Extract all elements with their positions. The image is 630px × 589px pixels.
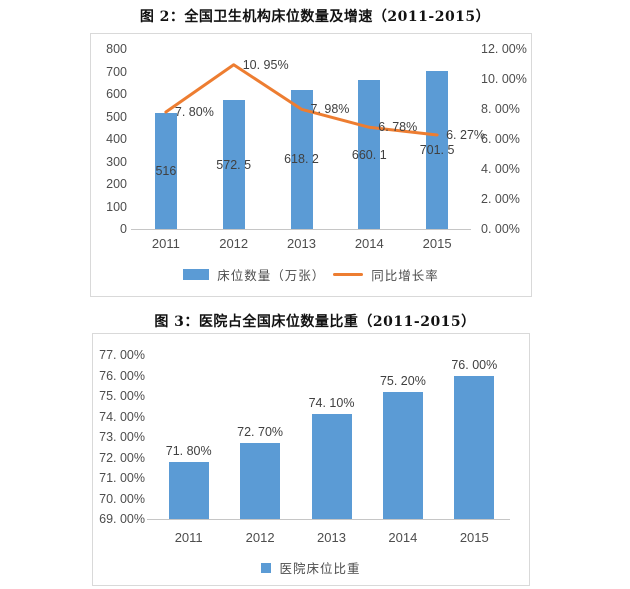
bar-value-label: 72. 70% bbox=[237, 425, 284, 440]
legend-label: 医院床位比重 bbox=[279, 561, 361, 576]
bar-2015 bbox=[426, 71, 449, 229]
x-axis-label-2011: 2011 bbox=[174, 530, 203, 545]
bar-value-label: 572. 5 bbox=[216, 157, 252, 172]
y-axis-tick-right: 2. 00% bbox=[481, 192, 520, 206]
y-axis-tick-right: 6. 00% bbox=[481, 132, 520, 146]
y-axis-tick-left: 0 bbox=[120, 222, 127, 236]
y-axis-tick-left: 71. 00% bbox=[99, 471, 145, 485]
bar-value-label: 76. 00% bbox=[451, 357, 498, 372]
bar-2011 bbox=[154, 112, 177, 229]
x-axis-label-2014: 2014 bbox=[354, 236, 384, 251]
bar-2014 bbox=[358, 80, 381, 229]
line-value-label: 7. 80% bbox=[174, 105, 214, 119]
legend-bar-swatch-icon bbox=[183, 269, 210, 280]
y-axis-tick-right: 4. 00% bbox=[481, 162, 520, 176]
x-axis-label-2014: 2014 bbox=[388, 530, 418, 545]
y-axis-tick-left: 400 bbox=[106, 132, 127, 146]
figure3-title: 图 3：医院占全国床位数量比重（2011-2015） bbox=[154, 314, 476, 330]
line-value-label: 10. 95% bbox=[242, 57, 289, 72]
y-axis-tick-left: 73. 00% bbox=[99, 430, 145, 444]
line-value-label: 7. 98% bbox=[310, 102, 350, 117]
bar-value-label: 618. 2 bbox=[284, 152, 319, 167]
line-value-label: 6. 78% bbox=[378, 120, 418, 135]
y-axis-tick-right: 8. 00% bbox=[481, 102, 520, 116]
y-axis-tick-left: 69. 00% bbox=[99, 512, 145, 526]
bar-value-label: 74. 10% bbox=[308, 396, 355, 411]
chart-legend: 医院床位比重 bbox=[93, 558, 529, 577]
figure2-title: 图 2：全国卫生机构床位数量及增速（2011-2015） bbox=[139, 9, 491, 25]
bar-value-label: 516 bbox=[155, 163, 177, 178]
bar-value-label: 75. 20% bbox=[379, 373, 426, 388]
y-axis-tick-right: 0. 00% bbox=[481, 222, 520, 236]
x-axis-line bbox=[131, 229, 471, 230]
bar-2013 bbox=[311, 414, 352, 519]
x-axis-label-2015: 2015 bbox=[459, 530, 489, 545]
y-axis-tick-left: 200 bbox=[106, 177, 127, 191]
bar-2014 bbox=[382, 391, 423, 519]
x-axis-label-2012: 2012 bbox=[219, 236, 249, 251]
y-axis-tick-left: 800 bbox=[106, 42, 127, 56]
bar-2013 bbox=[290, 89, 313, 229]
y-axis-tick-left: 500 bbox=[106, 109, 127, 124]
bar-2012 bbox=[240, 443, 281, 519]
bar-2011 bbox=[168, 461, 209, 519]
y-axis-tick-left: 300 bbox=[106, 154, 127, 169]
figure3-chart-area: 77. 00% 76. 00% 75. 00% 74. 00% 73. 00% 72. 0… bbox=[92, 333, 530, 586]
y-axis-tick-left: 76. 00% bbox=[99, 368, 145, 383]
y-axis-tick-left: 72. 00% bbox=[99, 450, 145, 465]
x-axis-line bbox=[147, 519, 510, 520]
x-axis-label-2013: 2013 bbox=[317, 530, 346, 545]
x-axis-label-2013: 2013 bbox=[287, 236, 316, 251]
y-axis-tick-left: 74. 00% bbox=[99, 409, 145, 424]
figure2-chart-area: 800 700 600 500 400 300 200 100 0 12. 00% 10. 00% 8… bbox=[90, 33, 532, 297]
legend-label: 同比增长率 bbox=[371, 268, 439, 283]
legend-line-swatch-icon bbox=[333, 273, 364, 276]
legend-label: 床位数量（万张） bbox=[217, 268, 326, 283]
bar-value-label: 660. 1 bbox=[351, 147, 387, 162]
bar-value-label: 701. 5 bbox=[419, 143, 455, 158]
bar-value-label: 71. 80% bbox=[165, 443, 212, 458]
y-axis-tick-left: 100 bbox=[106, 199, 127, 214]
y-axis-tick-right: 12. 00% bbox=[481, 42, 527, 56]
x-axis-label-2011: 2011 bbox=[151, 236, 180, 251]
chart-legend: 床位数量（万张） 同比增长率 bbox=[91, 265, 531, 284]
y-axis-tick-left: 600 bbox=[106, 87, 127, 101]
y-axis-tick-right: 10. 00% bbox=[481, 72, 527, 86]
y-axis-tick-left: 77. 00% bbox=[99, 348, 145, 362]
line-value-label: 6. 27% bbox=[446, 127, 486, 142]
bar-2015 bbox=[454, 375, 495, 519]
y-axis-tick-left: 70. 00% bbox=[99, 491, 145, 506]
y-axis-tick-left: 75. 00% bbox=[99, 389, 145, 403]
x-axis-label-2012: 2012 bbox=[245, 530, 275, 545]
x-axis-label-2015: 2015 bbox=[422, 236, 452, 251]
legend-bar-swatch-icon bbox=[261, 562, 272, 573]
bar-2012 bbox=[222, 100, 245, 229]
growth-rate-line bbox=[164, 63, 439, 137]
y-axis-tick-left: 700 bbox=[106, 64, 127, 79]
